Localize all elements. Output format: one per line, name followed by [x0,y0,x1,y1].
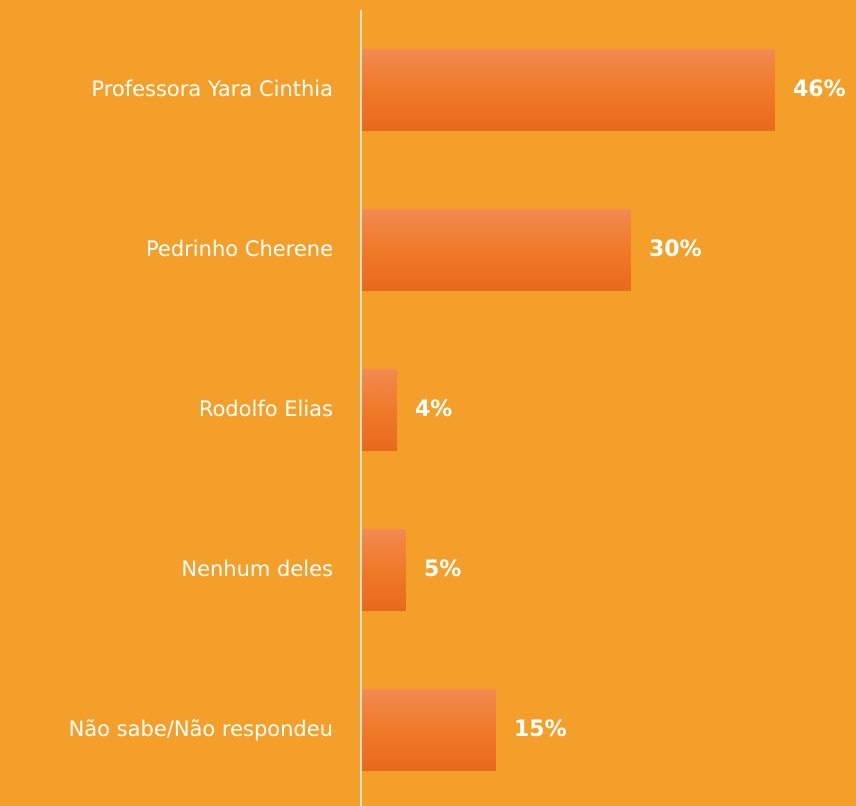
value-label: 46% [793,77,846,102]
category-label: Nenhum deles [181,557,333,581]
bar [361,529,406,611]
category-label: Pedrinho Cherene [146,237,333,261]
value-label: 4% [415,397,452,422]
bar [361,369,397,451]
bar [361,49,775,131]
value-label: 30% [649,237,702,262]
category-label: Não sabe/Não respondeu [69,717,333,741]
bar [361,209,631,291]
bar [361,689,496,771]
category-label: Professora Yara Cinthia [91,77,333,101]
category-label: Rodolfo Elias [199,397,333,421]
value-label: 15% [514,717,567,742]
value-label: 5% [424,557,461,582]
